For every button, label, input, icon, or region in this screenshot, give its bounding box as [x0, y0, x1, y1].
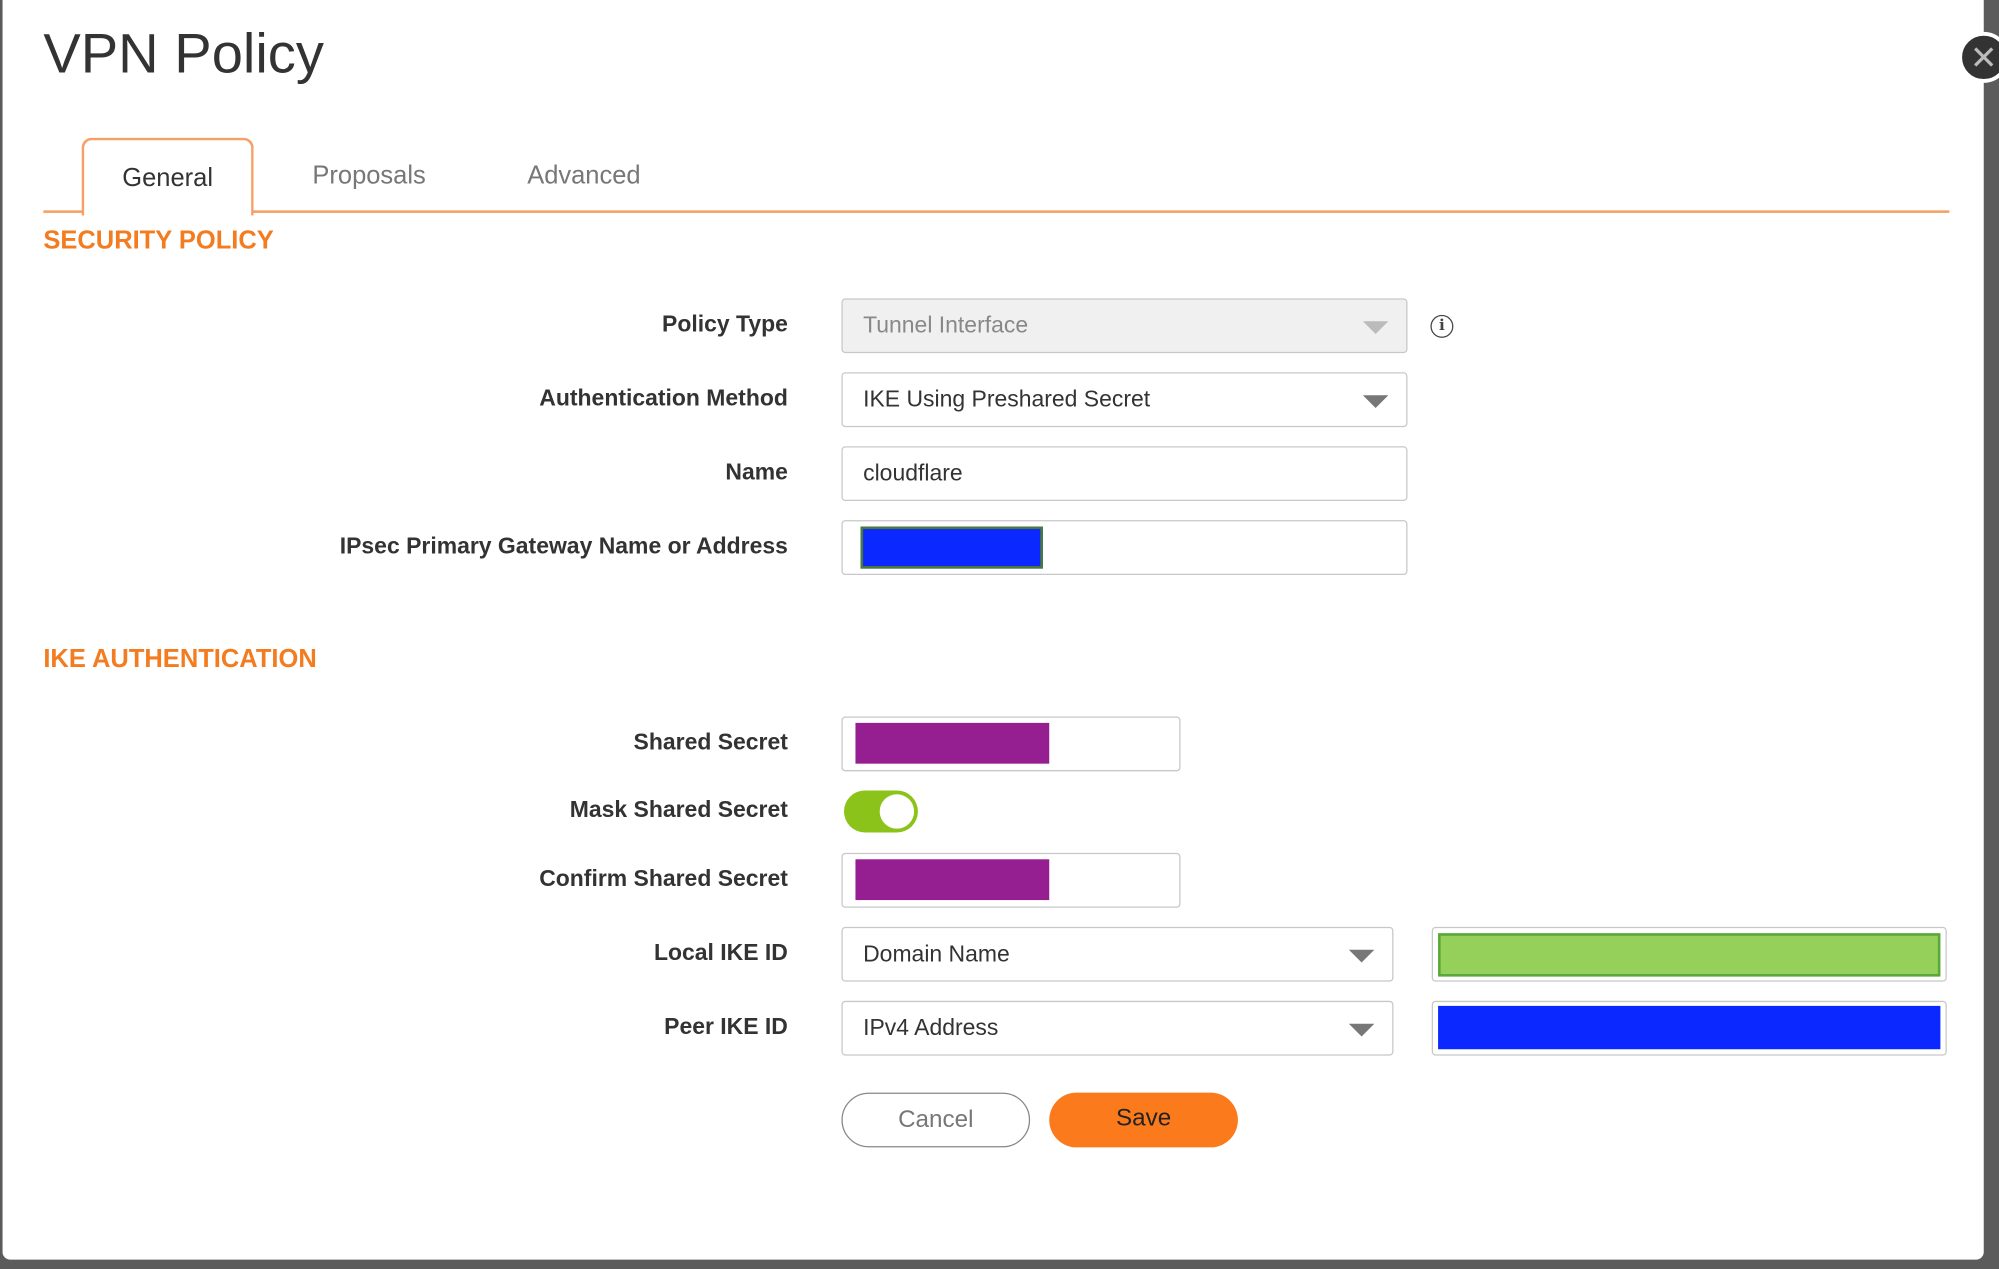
tab-advanced[interactable]: Advanced [527, 161, 641, 190]
tab-general[interactable]: General [81, 137, 254, 216]
redacted-local-ike-id [1438, 933, 1941, 977]
auth-method-value: IKE Using Preshared Secret [863, 386, 1151, 412]
local-ike-id-input[interactable] [1431, 926, 1947, 982]
confirm-shared-secret-label: Confirm Shared Secret [539, 865, 788, 892]
ike-authentication-heading: IKE AUTHENTICATION [43, 645, 317, 674]
confirm-shared-secret-input[interactable] [841, 852, 1181, 908]
redacted-shared-secret [855, 722, 1050, 764]
shared-secret-input[interactable] [841, 716, 1181, 772]
tab-divider [43, 210, 1950, 213]
redacted-peer-ike-id [1438, 1005, 1941, 1050]
redacted-gateway [860, 526, 1043, 569]
chevron-down-icon [1348, 949, 1375, 963]
auth-method-label: Authentication Method [539, 385, 788, 411]
gateway-label: IPsec Primary Gateway Name or Address [339, 532, 788, 559]
toggle-knob [879, 794, 915, 829]
name-value: cloudflare [863, 460, 963, 486]
policy-type-value: Tunnel Interface [863, 312, 1029, 338]
save-button[interactable]: Save [1049, 1092, 1238, 1148]
chevron-down-icon [1362, 321, 1389, 335]
peer-ike-id-input[interactable] [1431, 1000, 1947, 1056]
peer-ike-id-select[interactable]: IPv4 Address [841, 1000, 1394, 1056]
redacted-confirm-secret [855, 859, 1050, 901]
chevron-down-icon [1348, 1023, 1375, 1037]
tab-proposals[interactable]: Proposals [312, 161, 426, 190]
mask-shared-secret-toggle[interactable] [843, 790, 918, 833]
close-icon: ✕ [1969, 38, 1998, 77]
security-policy-heading: SECURITY POLICY [43, 226, 274, 255]
policy-type-select[interactable]: Tunnel Interface [841, 298, 1408, 354]
mask-shared-secret-label: Mask Shared Secret [569, 796, 788, 823]
local-ike-id-type: Domain Name [863, 940, 1010, 967]
info-icon[interactable]: i [1430, 314, 1454, 338]
local-ike-id-select[interactable]: Domain Name [841, 926, 1394, 982]
close-button[interactable]: ✕ [1958, 31, 1999, 83]
peer-ike-id-label: Peer IKE ID [664, 1013, 788, 1040]
chevron-down-icon [1362, 395, 1389, 408]
shared-secret-label: Shared Secret [633, 729, 788, 755]
cancel-button[interactable]: Cancel [841, 1092, 1031, 1148]
dialog-title: VPN Policy [43, 22, 324, 86]
auth-method-select[interactable]: IKE Using Preshared Secret [841, 372, 1408, 428]
local-ike-id-label: Local IKE ID [653, 939, 788, 966]
name-input[interactable]: cloudflare [841, 446, 1408, 502]
gateway-input[interactable] [841, 520, 1408, 575]
policy-type-label: Policy Type [662, 311, 788, 337]
peer-ike-id-type: IPv4 Address [863, 1014, 999, 1041]
name-label: Name [725, 458, 788, 485]
